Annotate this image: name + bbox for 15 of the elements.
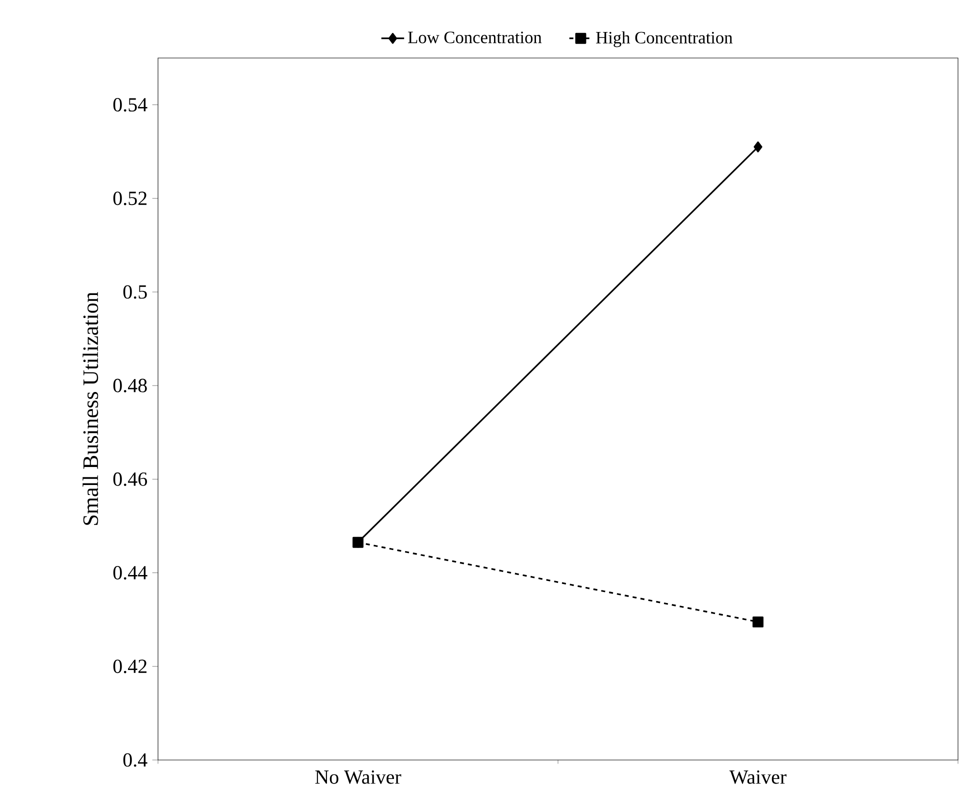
legend-label: High Concentration (596, 31, 733, 48)
y-tick-label: 0.42 (113, 660, 146, 674)
y-tick-label: 0.4 (123, 753, 148, 767)
y-tick-label: 0.48 (113, 378, 147, 392)
y-axis-title: Small Business Utilization (82, 292, 98, 525)
y-tick-label: 0.5 (123, 285, 147, 299)
x-tick-label: Waiver (729, 770, 786, 784)
point (752, 616, 764, 628)
y-tick-label: 0.44 (113, 566, 148, 580)
point (754, 141, 762, 152)
x-tick-label: No Waiver (315, 770, 402, 784)
y-tick-label: 0.52 (113, 192, 146, 206)
y-tick-label: 0.46 (113, 472, 148, 486)
y-tick-label: 0.54 (113, 98, 148, 112)
legend-label: Low Concentration (408, 32, 542, 44)
